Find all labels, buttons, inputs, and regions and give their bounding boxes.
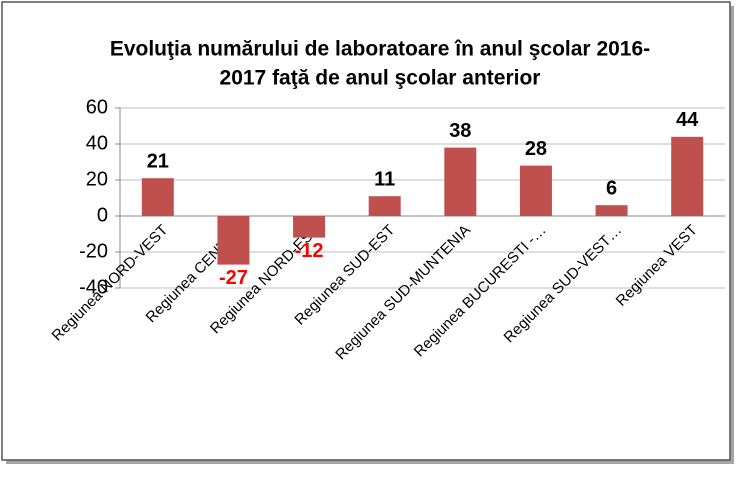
data-label: 28 (525, 138, 547, 160)
bar (368, 196, 401, 216)
chart-title: Evoluţia numărului de laboratoare în anu… (110, 38, 650, 61)
data-label: 44 (676, 109, 699, 131)
y-tick-label: 20 (86, 168, 108, 190)
y-tick-label: 60 (86, 96, 108, 118)
bar (444, 147, 477, 216)
data-label: 38 (449, 120, 471, 142)
chart-frame (1, 1, 731, 461)
chart-title: 2017 faţă de anul şcolar anterior (220, 67, 541, 90)
y-tick-label: 0 (97, 204, 108, 226)
bar (595, 205, 628, 216)
data-label: 21 (147, 150, 169, 172)
data-label: 6 (606, 177, 617, 199)
bar (293, 216, 326, 238)
bar (217, 216, 250, 265)
bar (519, 165, 552, 216)
y-tick-label: 40 (86, 132, 108, 154)
bar (141, 178, 174, 216)
y-tick-label: -40 (79, 276, 108, 298)
data-label: -27 (219, 267, 248, 289)
y-tick-label: -20 (79, 240, 108, 262)
data-label: 11 (374, 168, 395, 190)
data-label: -12 (295, 240, 324, 262)
bar (671, 136, 704, 216)
